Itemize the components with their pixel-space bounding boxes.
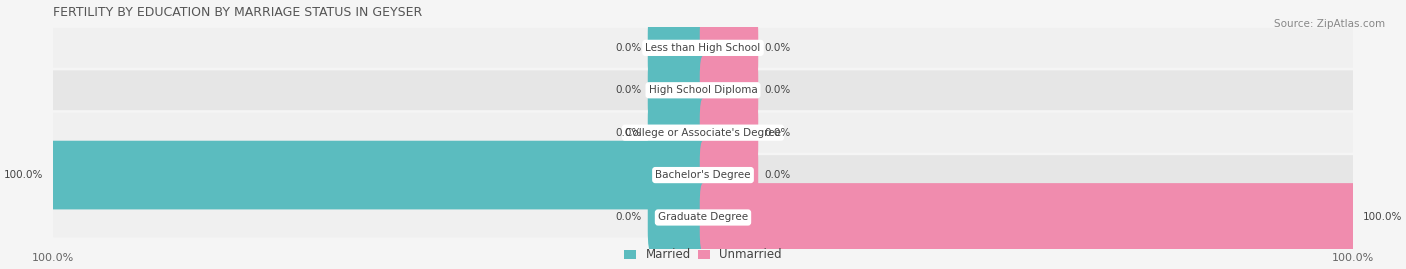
- FancyBboxPatch shape: [53, 113, 1353, 153]
- FancyBboxPatch shape: [648, 183, 706, 252]
- Text: 0.0%: 0.0%: [765, 128, 792, 138]
- Text: Bachelor's Degree: Bachelor's Degree: [655, 170, 751, 180]
- Text: 100.0%: 100.0%: [4, 170, 44, 180]
- FancyBboxPatch shape: [700, 98, 758, 167]
- Text: High School Diploma: High School Diploma: [648, 85, 758, 95]
- Text: 0.0%: 0.0%: [765, 170, 792, 180]
- Text: 0.0%: 0.0%: [765, 85, 792, 95]
- FancyBboxPatch shape: [53, 197, 1353, 238]
- FancyBboxPatch shape: [700, 183, 1357, 252]
- FancyBboxPatch shape: [49, 141, 706, 210]
- FancyBboxPatch shape: [700, 141, 758, 210]
- Text: FERTILITY BY EDUCATION BY MARRIAGE STATUS IN GEYSER: FERTILITY BY EDUCATION BY MARRIAGE STATU…: [53, 6, 422, 19]
- Text: 100.0%: 100.0%: [1362, 213, 1402, 222]
- Text: 0.0%: 0.0%: [614, 85, 641, 95]
- FancyBboxPatch shape: [700, 13, 758, 82]
- Text: 0.0%: 0.0%: [765, 43, 792, 53]
- Text: Source: ZipAtlas.com: Source: ZipAtlas.com: [1274, 19, 1385, 29]
- FancyBboxPatch shape: [648, 98, 706, 167]
- FancyBboxPatch shape: [648, 13, 706, 82]
- FancyBboxPatch shape: [53, 70, 1353, 110]
- FancyBboxPatch shape: [648, 56, 706, 125]
- Text: College or Associate's Degree: College or Associate's Degree: [626, 128, 780, 138]
- Text: 0.0%: 0.0%: [614, 43, 641, 53]
- Text: Less than High School: Less than High School: [645, 43, 761, 53]
- FancyBboxPatch shape: [700, 56, 758, 125]
- Text: 0.0%: 0.0%: [614, 128, 641, 138]
- Legend: Married, Unmarried: Married, Unmarried: [624, 248, 782, 261]
- FancyBboxPatch shape: [53, 28, 1353, 68]
- FancyBboxPatch shape: [53, 155, 1353, 195]
- Text: 0.0%: 0.0%: [614, 213, 641, 222]
- Text: Graduate Degree: Graduate Degree: [658, 213, 748, 222]
